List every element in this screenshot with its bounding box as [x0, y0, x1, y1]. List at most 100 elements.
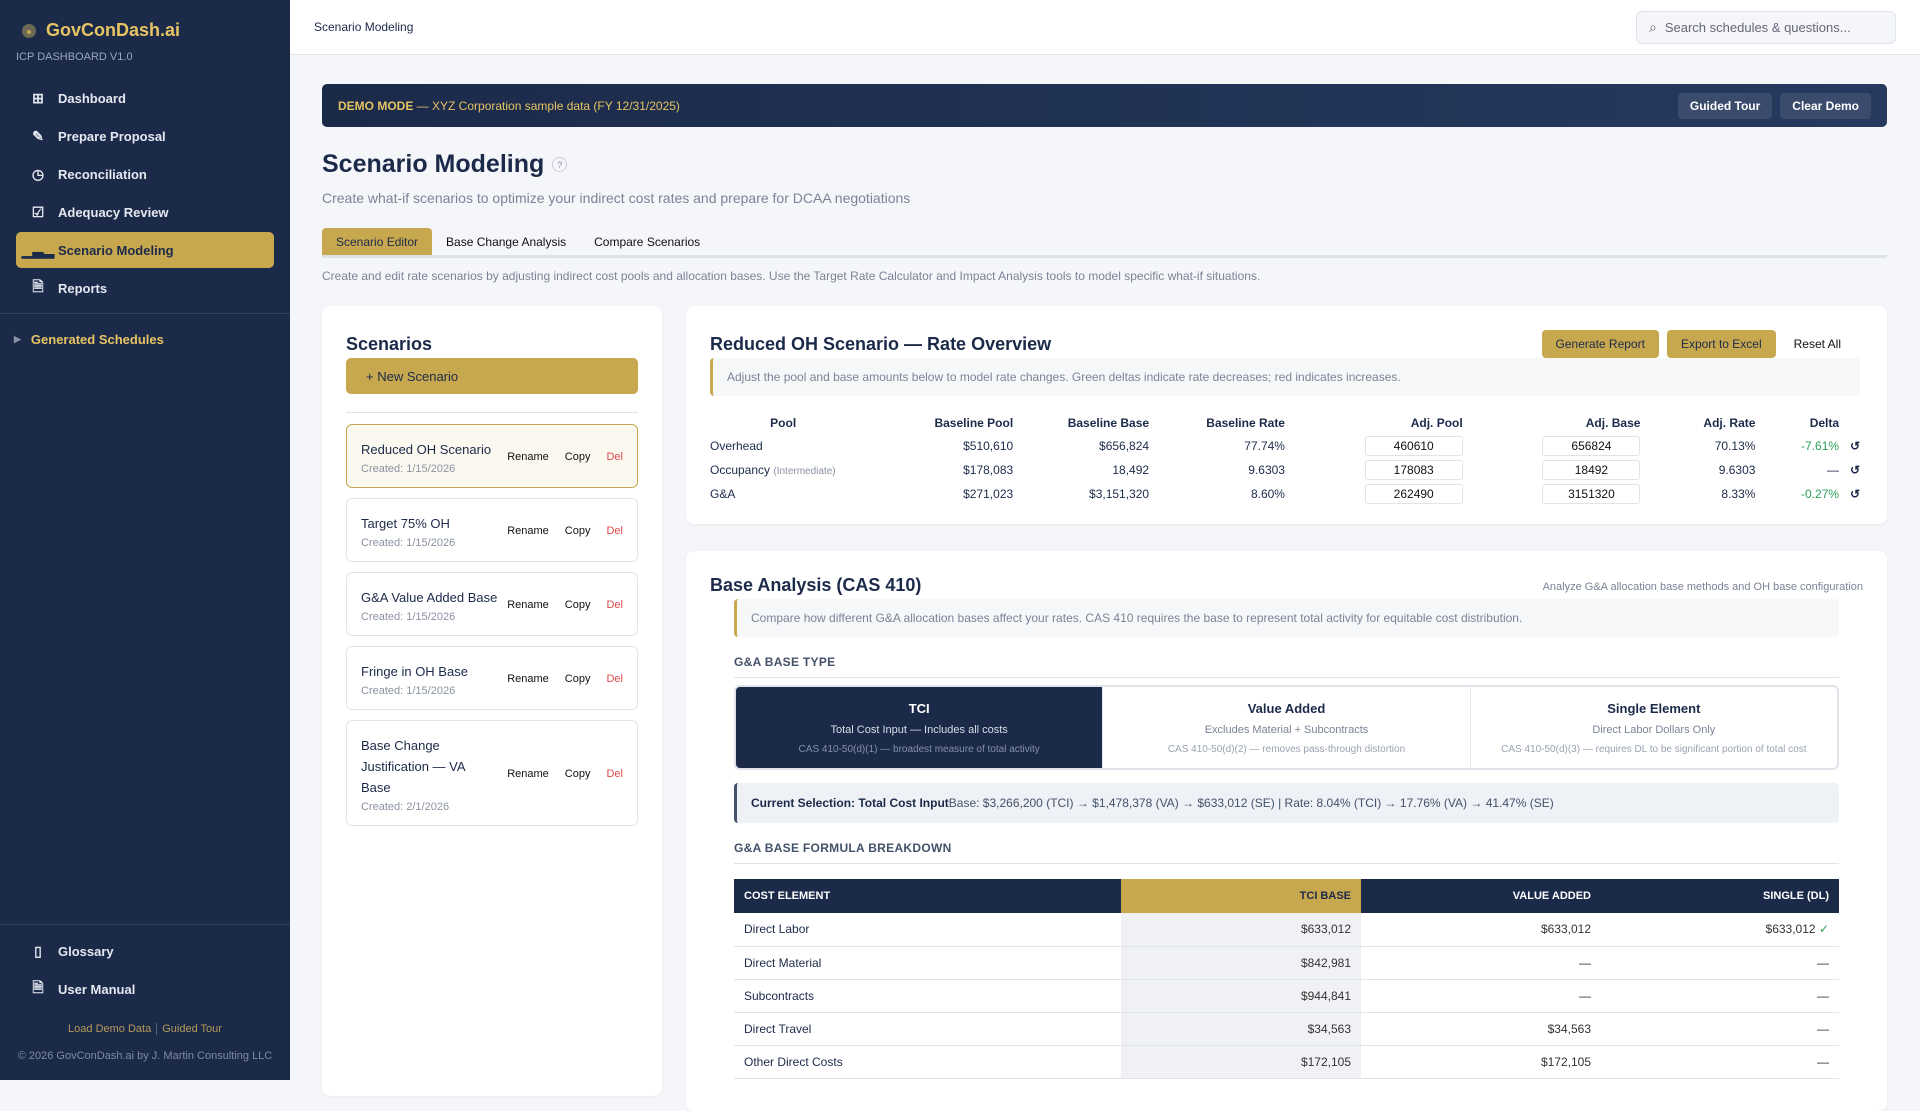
tabs: Scenario Editor Base Change Analysis Com… [322, 228, 1887, 258]
delta-value: -0.27% [1801, 487, 1840, 501]
base-type-option[interactable]: Value Added Excludes Material + Subcontra… [1103, 687, 1471, 768]
table-cell: Direct Labor [734, 913, 1121, 947]
adj-pool-input[interactable]: 262490 [1364, 484, 1463, 504]
scenario-name: G&A Value Added Base [361, 590, 498, 605]
tab-scenario-editor[interactable]: Scenario Editor [322, 228, 433, 255]
sidebar-item-scenario-modeling[interactable]: ▁▃▂ Scenario Modeling [16, 232, 274, 268]
adjusted-cell: 262490 [1285, 482, 1463, 506]
reset-row-icon[interactable]: ↺ [1849, 439, 1860, 453]
tab-base-change-analysis[interactable]: Base Change Analysis [446, 235, 567, 249]
sidebar-item-adequacy-review[interactable]: ☑ Adequacy Review [16, 194, 274, 230]
delta-value: — [1827, 463, 1840, 477]
adj-base-input[interactable]: 18492 [1542, 460, 1641, 480]
bar-chart-icon: ▁▃▂ [21, 241, 55, 258]
scenario-item[interactable]: Reduced OH Scenario Created: 1/15/2026 Ren… [346, 424, 638, 488]
guided-tour-link[interactable]: Guided Tour [162, 1023, 222, 1035]
generated-schedules-toggle[interactable]: ▶ Generated Schedules [14, 332, 164, 347]
divider [346, 412, 638, 413]
copy-button[interactable]: Copy [564, 525, 591, 537]
new-scenario-button[interactable]: + New Scenario [346, 358, 638, 394]
formula-breakdown-heading: G&A BASE FORMULA BREAKDOWN [734, 841, 1839, 864]
export-excel-button[interactable]: Export to Excel [1666, 330, 1776, 358]
copy-button[interactable]: Copy [564, 768, 591, 780]
reset-all-button[interactable]: Reset All [1793, 337, 1841, 351]
rename-button[interactable]: Rename [507, 451, 549, 463]
copy-button[interactable]: Copy [564, 599, 591, 611]
document-icon: 🗎 [32, 979, 44, 995]
tab-compare-scenarios[interactable]: Compare Scenarios [594, 235, 701, 249]
sidebar-item-label: Reconciliation [58, 166, 147, 182]
delete-button[interactable]: Del [606, 768, 623, 780]
adj-base-input[interactable]: 3151320 [1542, 484, 1641, 504]
delete-button[interactable]: Del [606, 525, 623, 537]
scenario-item[interactable]: Fringe in OH Base Created: 1/15/2026 Renam… [346, 646, 638, 710]
demo-mode-label: DEMO MODE [338, 98, 414, 113]
base-analysis-panel: Base Analysis (CAS 410) Analyze G&A allo… [686, 551, 1887, 1111]
base-type-title: Single Element [1607, 701, 1701, 716]
adj-base-input[interactable]: 656824 [1542, 436, 1641, 456]
table-cell: — [1361, 979, 1601, 1013]
sidebar-item-prepare-proposal[interactable]: ✎ Prepare Proposal [16, 118, 274, 154]
baseline-value: 8.60% [1250, 487, 1285, 501]
page-title: Scenario Modeling? [322, 150, 568, 179]
load-demo-link[interactable]: Load Demo Data [68, 1023, 152, 1035]
table-cell: — [1601, 1045, 1839, 1079]
scenarios-title: Scenarios [346, 334, 433, 354]
rename-button[interactable]: Rename [507, 525, 549, 537]
rename-button[interactable]: Rename [507, 599, 549, 611]
table-cell: $633,012 [1361, 913, 1601, 947]
clear-demo-button[interactable]: Clear Demo [1780, 92, 1871, 119]
column-header: Adj. Rate [1703, 416, 1756, 430]
table-row: G&A $271,023 $3,151,320 8.60% 262490 3151320 8… [710, 482, 1860, 506]
base-type-citation: CAS 410-50(d)(1) — broadest measure of t… [798, 744, 1040, 755]
table-cell: $633,012 [1121, 913, 1361, 947]
scenario-created-date: Created: 1/15/2026 [361, 537, 456, 549]
scenario-actions: Rename Copy Del [507, 599, 623, 611]
brand[interactable]: GovConDash.ai [22, 20, 180, 41]
delete-button[interactable]: Del [606, 673, 623, 685]
baseline-value: $178,083 [963, 463, 1014, 477]
sidebar-item-label: Reports [58, 280, 108, 296]
scenario-item[interactable]: Base Change Justification — VA Base Creat… [346, 720, 638, 826]
reset-row-icon[interactable]: ↺ [1849, 463, 1860, 477]
baseline-value: $656,824 [1099, 439, 1150, 453]
book-icon: ▯ [34, 942, 42, 959]
sidebar-item-dashboard[interactable]: ⊞ Dashboard [16, 80, 274, 116]
scenario-item[interactable]: G&A Value Added Base Created: 1/15/2026 Re… [346, 572, 638, 636]
rate-actions: Generate Report Export to Excel Reset Al… [1541, 330, 1851, 358]
copy-button[interactable]: Copy [564, 673, 591, 685]
table-row: Occupancy (Intermediate) $178,083 18,492 9.… [710, 458, 1860, 482]
help-icon[interactable]: ? [552, 157, 568, 172]
baseline-value: $271,023 [963, 487, 1014, 501]
base-note: Compare how different G&A allocation bas… [734, 599, 1839, 637]
baseline-value: $3,151,320 [1089, 487, 1150, 501]
base-type-description: Total Cost Input — Includes all costs [830, 724, 1008, 736]
reset-row-icon[interactable]: ↺ [1849, 487, 1860, 501]
scenario-created-date: Created: 1/15/2026 [361, 685, 456, 697]
delete-button[interactable]: Del [606, 599, 623, 611]
delete-button[interactable]: Del [606, 451, 623, 463]
pool-name: Occupancy (Intermediate) [710, 458, 856, 482]
table-cell: — [1361, 946, 1601, 980]
base-type-option[interactable]: TCI Total Cost Input — Includes all costs… [736, 687, 1104, 768]
scenario-info: G&A Value Added Base Created: 1/15/2026 [361, 587, 497, 623]
adj-pool-input[interactable]: 178083 [1364, 460, 1463, 480]
pool-label: Occupancy [710, 463, 771, 477]
table-cell: Direct Travel [734, 1012, 1121, 1046]
search-input[interactable]: ⌕ Search schedules & questions... [1636, 11, 1896, 44]
base-type-option[interactable]: Single Element Direct Labor Dollars Only C… [1471, 687, 1837, 768]
table-cell: Other Direct Costs [734, 1045, 1121, 1079]
sidebar-item-reconciliation[interactable]: ◷ Reconciliation [16, 156, 274, 192]
sidebar-item-user-manual[interactable]: 🗎 User Manual [16, 971, 274, 1007]
guided-tour-button[interactable]: Guided Tour [1677, 92, 1773, 119]
rename-button[interactable]: Rename [507, 673, 549, 685]
sidebar-item-glossary[interactable]: ▯ Glossary [16, 933, 274, 969]
sidebar-item-reports[interactable]: 🗎 Reports [16, 270, 274, 306]
adj-pool-input[interactable]: 460610 [1364, 436, 1463, 456]
scenario-item[interactable]: Target 75% OH Created: 1/15/2026 Rename Cop… [346, 498, 638, 562]
generate-report-button[interactable]: Generate Report [1541, 330, 1659, 358]
rename-button[interactable]: Rename [507, 768, 549, 780]
copy-button[interactable]: Copy [564, 451, 591, 463]
scenario-info: Target 75% OH Created: 1/15/2026 [361, 513, 455, 549]
current-selection: Current Selection: Total Cost Input Base:… [734, 783, 1839, 823]
